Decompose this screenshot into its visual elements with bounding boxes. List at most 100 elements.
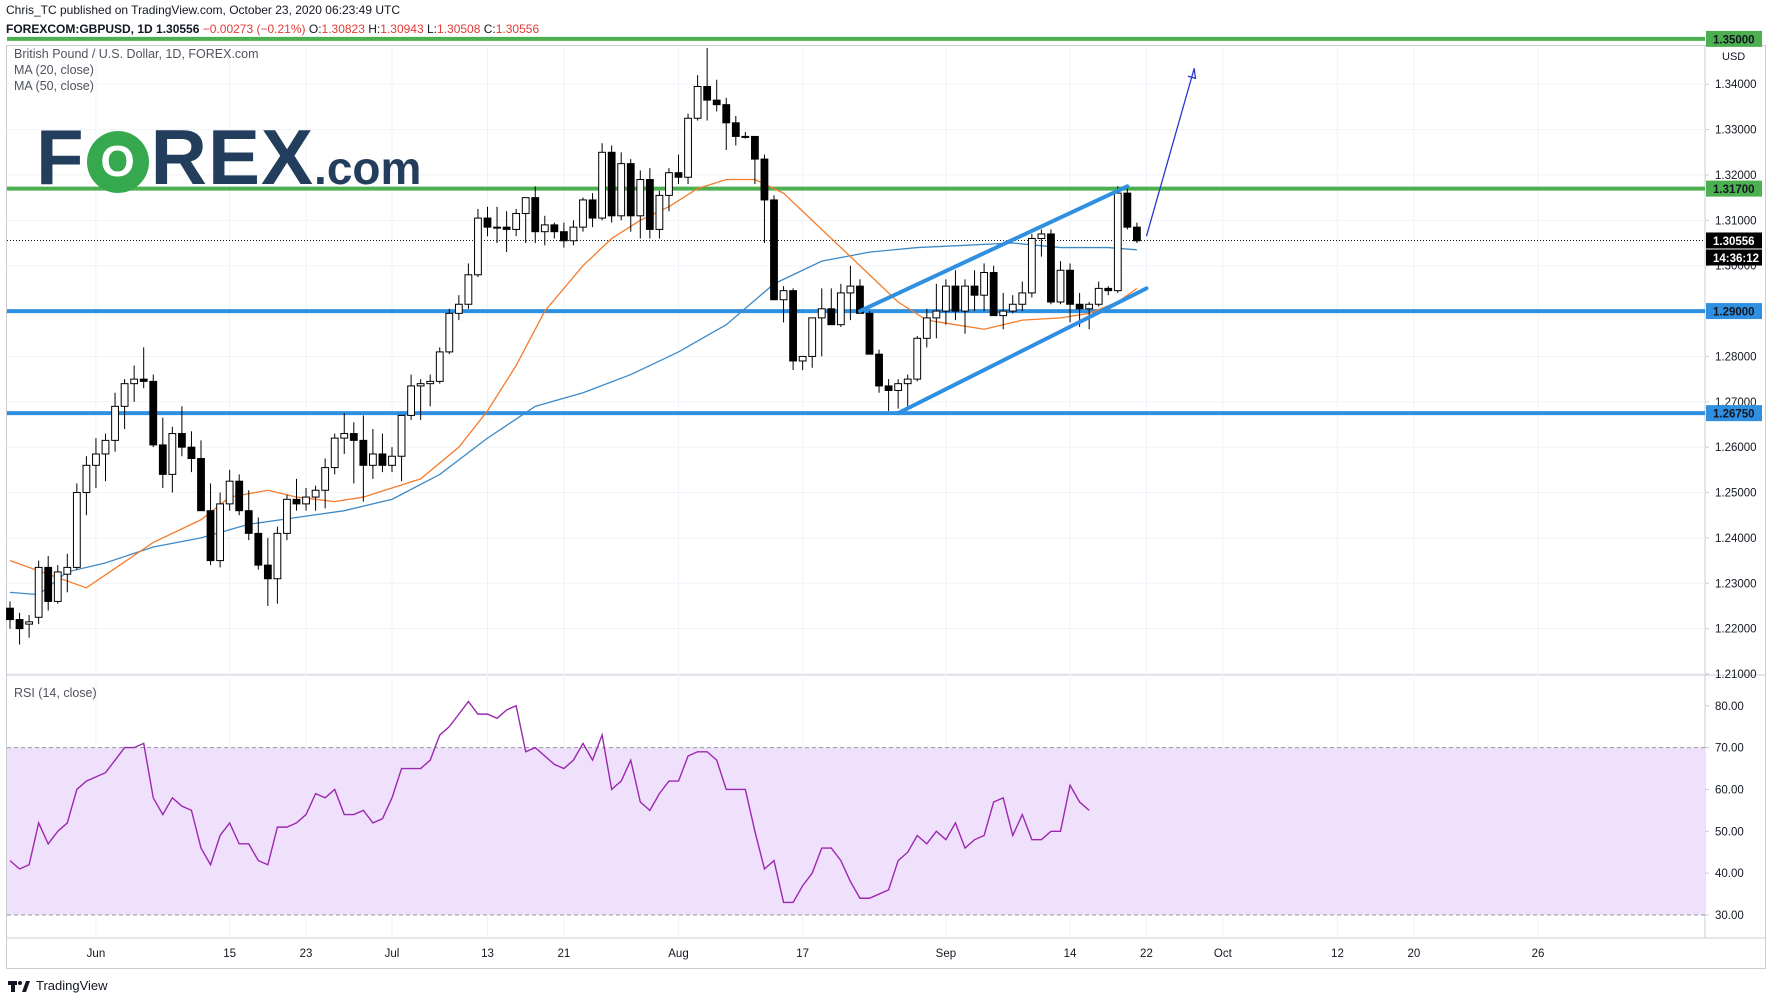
price-tick-label: 1.26000 — [1715, 442, 1757, 454]
price-tick-label: 1.34000 — [1715, 79, 1757, 91]
candle-up — [273, 532, 282, 580]
price-tag-label: 1.30556 — [1713, 236, 1755, 248]
rsi-tick-label: 50.00 — [1715, 826, 1744, 838]
time-tick-label: 15 — [223, 948, 236, 960]
price-tag-resistance — [1706, 30, 1762, 47]
candle-up — [407, 385, 416, 416]
price-tag-label: 1.35000 — [1713, 34, 1755, 46]
candle-up — [302, 496, 310, 505]
candle-up — [445, 312, 454, 353]
candle-up — [1094, 287, 1103, 305]
candle-up — [903, 378, 912, 385]
time-tick-label: 17 — [796, 948, 809, 960]
candle-up — [999, 310, 1008, 317]
candle-up — [416, 383, 425, 387]
candle-up — [961, 285, 969, 312]
candle-down — [502, 226, 511, 230]
symbol-header: FOREXCOM:GBPUSD, 1D 1.30556 −0.00273 (−0… — [6, 22, 539, 36]
candle-up — [72, 492, 81, 568]
candle-down — [645, 179, 654, 230]
candle-down — [44, 566, 53, 602]
candle-down — [1066, 269, 1074, 305]
time-tick-label: 21 — [558, 948, 571, 960]
price-tick-label: 1.33000 — [1715, 125, 1757, 137]
close-label: C: — [483, 22, 496, 36]
candle-up — [464, 274, 473, 305]
price-tag-label: 14:36:12 — [1713, 253, 1759, 265]
candle-up — [798, 355, 807, 362]
candle-up — [1085, 303, 1094, 310]
candle-down — [244, 510, 253, 534]
symbol-name: FOREXCOM:GBPUSD, 1D — [6, 22, 153, 36]
candle-down — [951, 285, 960, 312]
channel-trendline — [896, 286, 1149, 416]
candle-down — [206, 510, 215, 562]
price-tick-label: 1.25000 — [1715, 488, 1757, 500]
time-tick-label: Jul — [385, 948, 400, 960]
candle-up — [330, 437, 339, 469]
candle-up — [894, 383, 903, 391]
price-tag-label: 1.31700 — [1713, 184, 1755, 196]
rsi-tick-label: 70.00 — [1715, 743, 1744, 755]
price-tag-support — [1706, 303, 1762, 320]
logo-o-icon: O — [86, 131, 149, 193]
candle-down — [178, 433, 186, 448]
candle-down — [731, 122, 740, 137]
candle-down — [378, 453, 387, 466]
candle-down — [865, 312, 874, 355]
candle-down — [263, 564, 272, 580]
candle-up — [1056, 269, 1065, 303]
candle-down — [149, 380, 158, 446]
candle-down — [760, 158, 769, 201]
candle-up — [111, 405, 119, 441]
candle-down — [875, 353, 883, 387]
price-tick-label: 1.28000 — [1715, 351, 1757, 363]
candle-up — [340, 433, 349, 439]
candle-up — [693, 86, 702, 119]
candle-up — [130, 378, 139, 385]
candle-down — [15, 619, 24, 630]
rsi-tick-label: 40.00 — [1715, 868, 1744, 880]
candle-up — [25, 621, 34, 625]
candle-down — [359, 439, 368, 466]
candle-down — [254, 532, 263, 566]
time-tick-label: 20 — [1407, 948, 1420, 960]
candle-up — [397, 414, 406, 457]
open-value: 1.30823 — [321, 22, 365, 36]
candle-up — [569, 226, 578, 242]
candle-up — [101, 439, 110, 455]
candle-down — [970, 285, 979, 296]
price-tick-label: 1.31000 — [1715, 215, 1757, 227]
candle-down — [550, 224, 559, 233]
low-value: 1.30508 — [437, 22, 481, 36]
candle-down — [292, 498, 301, 505]
candle-up — [980, 272, 989, 296]
candle-down — [607, 151, 616, 217]
tradingview-icon — [8, 980, 30, 992]
candle-down — [531, 197, 540, 233]
logo-text-rex: REX — [150, 113, 315, 201]
candle-down — [1133, 226, 1141, 242]
price-tick-label: 1.24000 — [1715, 533, 1757, 545]
candle-up — [540, 224, 549, 233]
price-tick-label: 1.23000 — [1715, 578, 1757, 590]
price-change: −0.00273 (−0.21%) — [202, 22, 306, 36]
price-tag-resistance — [1706, 180, 1762, 197]
projection-arrow-head-icon — [1187, 68, 1197, 80]
candle-up — [369, 453, 377, 466]
candle-up — [493, 226, 501, 229]
time-tick-label: 23 — [300, 948, 313, 960]
candle-down — [1104, 287, 1113, 292]
candle-up — [1008, 303, 1017, 312]
footer-brand: TradingView — [8, 978, 108, 993]
forex-logo: F O REX.com — [36, 112, 421, 203]
candle-down — [187, 446, 196, 460]
ma50-legend: MA (50, close) — [14, 79, 94, 93]
close-value: 1.30556 — [495, 22, 540, 36]
candle-up — [120, 383, 129, 407]
time-tick-label: Oct — [1214, 948, 1233, 960]
candle-up — [655, 194, 664, 230]
candle-up — [665, 172, 673, 196]
time-tick-label: 13 — [481, 948, 494, 960]
